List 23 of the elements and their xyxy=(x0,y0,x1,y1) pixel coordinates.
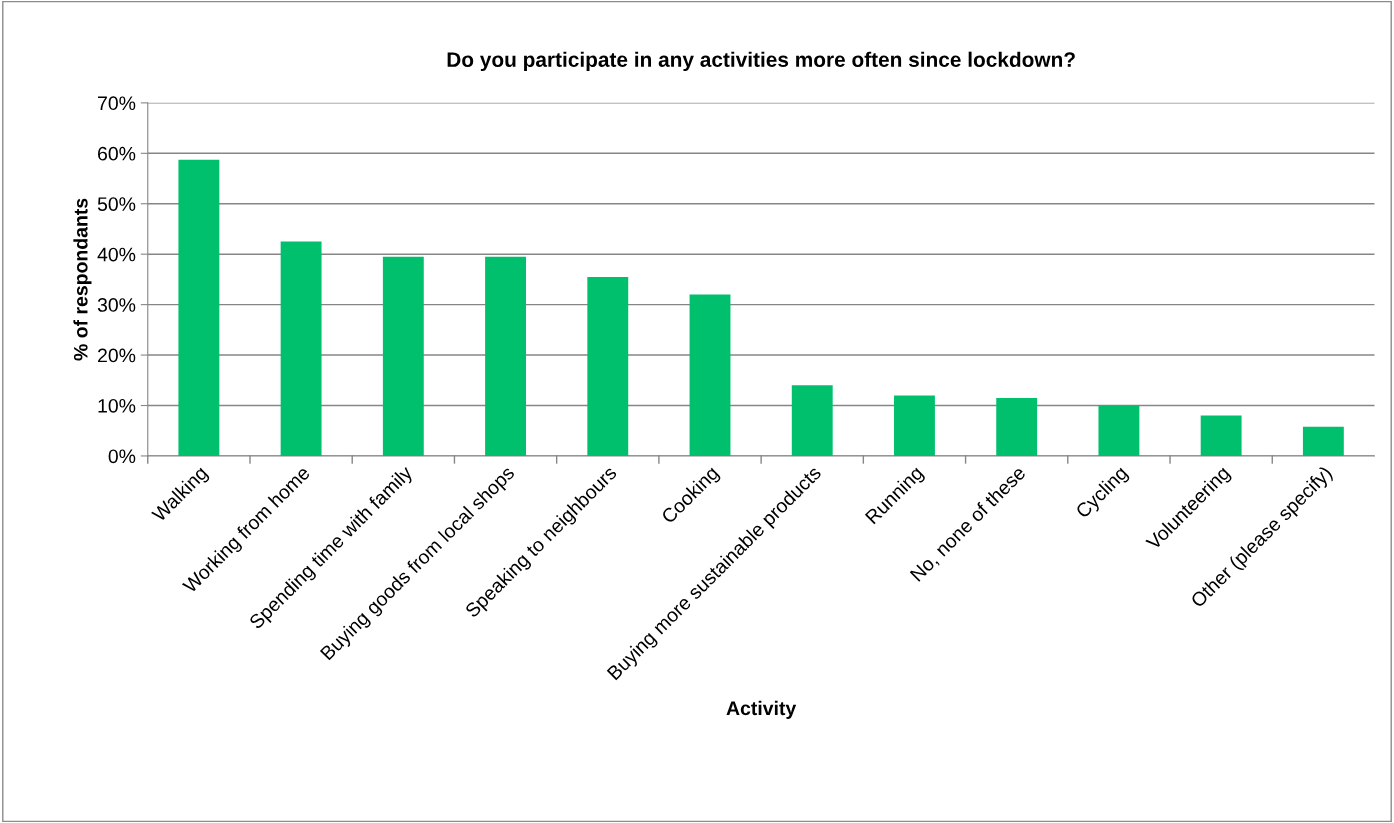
bar xyxy=(689,294,731,456)
y-tick-label: 70% xyxy=(98,96,136,111)
bar xyxy=(894,395,935,456)
y-tick-label: 50% xyxy=(97,197,136,211)
y-tick-label: 60% xyxy=(98,146,136,161)
x-axis-title: Activity xyxy=(726,700,797,719)
bar xyxy=(485,256,526,456)
y-tick-label: 20% xyxy=(98,348,136,363)
y-tick-label: 30% xyxy=(97,298,136,312)
bar xyxy=(382,256,424,456)
bar xyxy=(791,385,833,456)
y-tick-label: 10% xyxy=(98,398,136,413)
y-tick-label: 0% xyxy=(108,449,136,464)
bar xyxy=(178,159,220,456)
bar xyxy=(587,276,629,456)
y-axis-title: % of respondants xyxy=(73,198,92,361)
bar xyxy=(1098,405,1140,456)
bar xyxy=(1302,426,1344,456)
y-tick-label: 40% xyxy=(97,247,136,262)
bar xyxy=(1200,415,1242,456)
chart-title: Do you participate in any activities more often since lockdown? xyxy=(447,51,1075,72)
bar xyxy=(996,397,1038,456)
bar xyxy=(280,241,322,456)
